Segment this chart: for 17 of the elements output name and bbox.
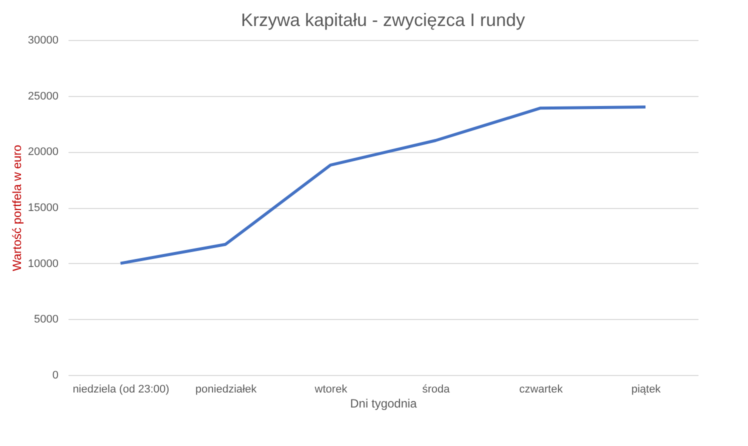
- y-tick-label: 30000: [28, 34, 58, 46]
- x-tick-label: wtorek: [314, 384, 348, 396]
- y-axis-title: Wartość portfela w euro: [10, 144, 24, 272]
- y-tick-label: 15000: [28, 202, 58, 214]
- y-tick-label: 0: [52, 370, 58, 382]
- x-tick-label: poniedziałek: [195, 384, 258, 396]
- line-series: [119, 106, 647, 265]
- y-tick-label: 25000: [28, 90, 58, 102]
- chart-title: Krzywa kapitału - zwycięzca I rundy: [240, 10, 526, 30]
- y-tick-label: 10000: [28, 258, 58, 270]
- x-tick-label: piątek: [631, 384, 662, 396]
- x-tick-label: czwartek: [519, 384, 564, 396]
- x-tick-label: niedziela (od 23:00): [72, 384, 170, 396]
- y-tick-label: 20000: [28, 146, 58, 158]
- x-axis-title: Dni tygodnia: [350, 396, 418, 410]
- x-tick-label: środa: [422, 384, 451, 396]
- y-tick-label: 5000: [34, 314, 58, 326]
